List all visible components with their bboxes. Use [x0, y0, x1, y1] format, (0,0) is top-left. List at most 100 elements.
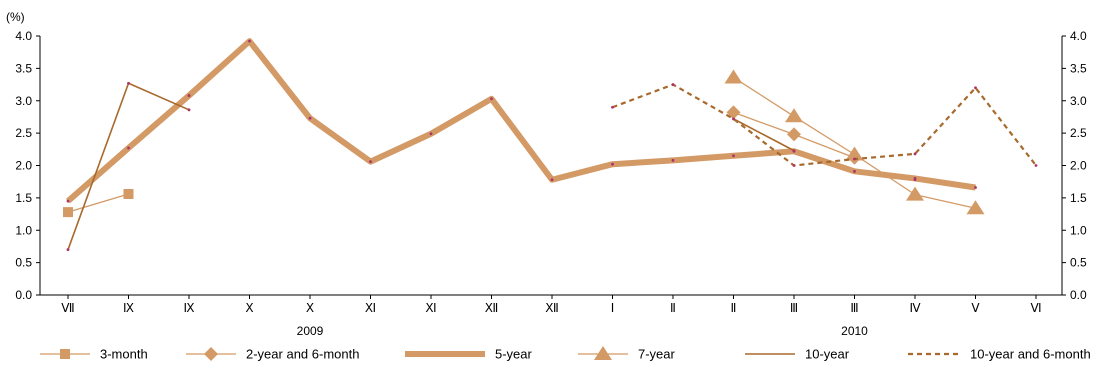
x-tick-label: Ⅹ — [245, 301, 253, 315]
2-year-and-6-month-point — [787, 127, 801, 142]
legend-item-7-year: 7-year — [578, 346, 676, 362]
x-tick-label: Ⅰ — [611, 301, 615, 315]
10-year-and-6-month-point — [853, 157, 856, 161]
y-tick-label: 2.5 — [15, 126, 32, 140]
x-tick-label: Ⅵ — [1030, 301, 1041, 315]
5-year-line — [66, 38, 976, 204]
y2-tick-label: 3.0 — [1070, 94, 1087, 108]
10-year-point — [792, 149, 796, 153]
5-year-point — [248, 39, 251, 43]
7-year-point — [906, 186, 924, 201]
10-year-and-6-month-point — [974, 86, 977, 90]
10-year-and-6-month-point — [1034, 164, 1038, 167]
x-tick-label: Ⅹ — [306, 301, 314, 315]
10-year-and-6-month-point — [611, 105, 614, 109]
7-year-point — [724, 69, 743, 84]
10-year-point — [913, 178, 917, 182]
x-tick-label: Ⅲ — [850, 301, 858, 315]
legend-label: 3-month — [100, 347, 148, 362]
legend: 3-month 2-year and 6-month 5-year 7-year 10-… — [40, 346, 1091, 362]
10-year-and-6-month-point — [671, 83, 675, 86]
year-label: 2009 — [297, 324, 324, 338]
x-tick-label: Ⅶ — [61, 301, 74, 315]
x-tick-label: Ⅲ — [790, 301, 798, 315]
5-year-point — [66, 199, 70, 203]
legend-item-3-month: 3-month — [40, 347, 148, 362]
legend-label: 10-year — [805, 347, 850, 362]
y-tick-label: 3.5 — [15, 61, 32, 75]
y2-tick-label: 1.5 — [1070, 191, 1087, 205]
legend-item-5-year: 5-year — [405, 347, 533, 362]
y2-tick-label: 2.0 — [1070, 159, 1087, 173]
10-year-and-6-month-point — [913, 152, 917, 156]
3-month-point — [123, 188, 134, 199]
x-tick-label: Ⅱ — [731, 301, 737, 315]
legend-item-10-year: 10-year — [745, 347, 850, 362]
legend-point — [594, 346, 612, 360]
x-tick-label: Ⅻ — [545, 301, 559, 315]
left-y-ticks: 0.0 0.5 1.0 1.5 2.0 2.5 3.0 3.5 4.0 — [15, 29, 40, 302]
x-tick-label: Ⅺ — [365, 301, 376, 315]
legend-point — [204, 347, 218, 361]
5-year-point — [853, 169, 856, 173]
5-year-point — [550, 178, 554, 182]
right-y-ticks: 0.0 0.5 1.0 1.5 2.0 2.5 3.0 3.5 4.0 — [1062, 29, 1087, 302]
y2-tick-label: 2.5 — [1070, 126, 1087, 140]
5-year-point — [490, 97, 493, 101]
5-year-point — [369, 160, 372, 164]
10-year-and-6-month-point — [792, 164, 796, 167]
year-labels: 2009 2010 — [297, 324, 869, 338]
y2-tick-label: 1.0 — [1070, 223, 1087, 237]
legend-label: 2-year and 6-month — [246, 347, 359, 362]
10-year-and-6-month-line — [612, 83, 1037, 167]
series-10-year — [66, 81, 917, 252]
x-tick-label: Ⅸ — [123, 301, 134, 315]
y-tick-label: 0.0 — [15, 288, 32, 302]
legend-item-2-year-and-6-month: 2-year and 6-month — [186, 347, 359, 362]
7-year-point — [785, 108, 803, 123]
y-tick-label: 1.5 — [15, 191, 32, 205]
y-tick-label: 1.0 — [15, 223, 32, 237]
x-tick-label: Ⅱ — [670, 301, 676, 315]
5-year-point — [429, 132, 433, 136]
x-tick-label: Ⅻ — [485, 301, 499, 315]
y2-tick-label: 0.5 — [1070, 256, 1087, 270]
5-year-point — [611, 162, 614, 166]
legend-label: 10-year and 6-month — [970, 347, 1091, 362]
7-year-point — [845, 146, 864, 161]
series-layer — [63, 38, 1038, 252]
10-year-point — [66, 248, 70, 252]
10-year-line — [733, 118, 795, 152]
legend-label: 5-year — [495, 347, 533, 362]
7-year-point — [966, 200, 985, 215]
10-year-point — [127, 81, 130, 85]
year-label: 2010 — [841, 324, 868, 338]
5-year-point — [187, 94, 191, 97]
5-year-point — [308, 116, 312, 120]
y2-tick-label: 0.0 — [1070, 288, 1087, 302]
5-year-point — [732, 154, 735, 158]
y2-tick-label: 3.5 — [1070, 61, 1087, 75]
5-year-point — [127, 146, 130, 150]
series-3-month — [63, 188, 134, 218]
x-tick-label: Ⅸ — [183, 301, 194, 315]
y-tick-label: 0.5 — [15, 256, 32, 270]
series-5-year — [66, 38, 977, 204]
series-7-year — [724, 69, 985, 215]
x-tick-label: Ⅺ — [425, 301, 436, 315]
legend-point — [60, 349, 70, 359]
x-tick-label: Ⅴ — [971, 301, 980, 315]
y-tick-label: 2.0 — [15, 159, 32, 173]
legend-item-10-year-and-6-month: 10-year and 6-month — [908, 347, 1091, 362]
x-tick-label: Ⅳ — [909, 301, 920, 315]
10-year-point — [187, 108, 191, 112]
5-year-point — [671, 158, 675, 162]
y-axis-unit-label: (%) — [6, 10, 25, 24]
y-tick-label: 3.0 — [15, 94, 32, 108]
10-year-and-6-month-point — [732, 117, 735, 121]
y2-tick-label: 4.0 — [1070, 29, 1087, 43]
5-year-point — [974, 186, 977, 189]
3-month-point — [63, 207, 73, 218]
series-10-year-and-6-month — [611, 83, 1038, 167]
